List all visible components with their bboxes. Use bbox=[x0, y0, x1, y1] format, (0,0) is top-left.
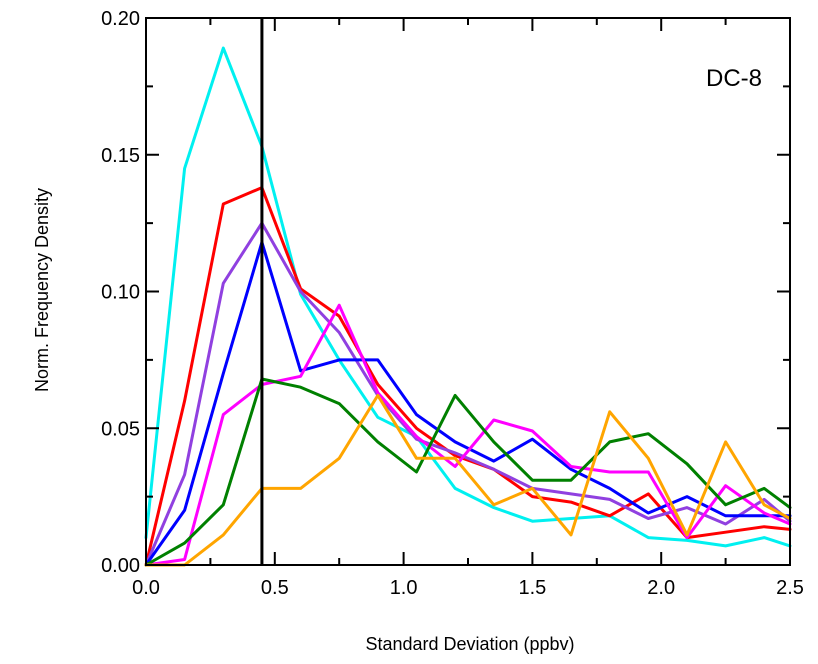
tick-labels-layer: 0.0 0.5 1.0 1.5 2.0 2.5 0.00 0.05 0.10 0.15 0.20 bbox=[101, 8, 804, 599]
series-layer bbox=[144, 46, 792, 567]
y-tick-label: 0.00 bbox=[101, 555, 140, 577]
x-tick-label: 0.0 bbox=[132, 577, 160, 599]
x-tick-label: 0.5 bbox=[261, 577, 289, 599]
series-line-3 bbox=[144, 221, 792, 567]
series-line-1 bbox=[144, 46, 792, 548]
x-axis-label: Standard Deviation (ppbv) bbox=[365, 634, 574, 654]
ticks-layer bbox=[145, 17, 791, 566]
series-line-6 bbox=[144, 377, 792, 567]
chart-annotation: DC-8 bbox=[706, 65, 762, 92]
y-tick-label: 0.20 bbox=[101, 8, 140, 30]
x-tick-label: 1.0 bbox=[390, 577, 418, 599]
y-axis-label: Norm. Frequency Density bbox=[32, 188, 52, 392]
x-tick-label: 1.5 bbox=[518, 577, 546, 599]
x-tick-label: 2.0 bbox=[647, 577, 675, 599]
series-line-4 bbox=[144, 240, 792, 567]
y-tick-label: 0.10 bbox=[101, 282, 140, 304]
y-tick-label: 0.05 bbox=[101, 418, 140, 440]
series-line-5 bbox=[144, 303, 792, 567]
series-line-7 bbox=[144, 393, 792, 567]
x-tick-label: 2.5 bbox=[776, 577, 804, 599]
y-tick-label: 0.15 bbox=[101, 145, 140, 167]
